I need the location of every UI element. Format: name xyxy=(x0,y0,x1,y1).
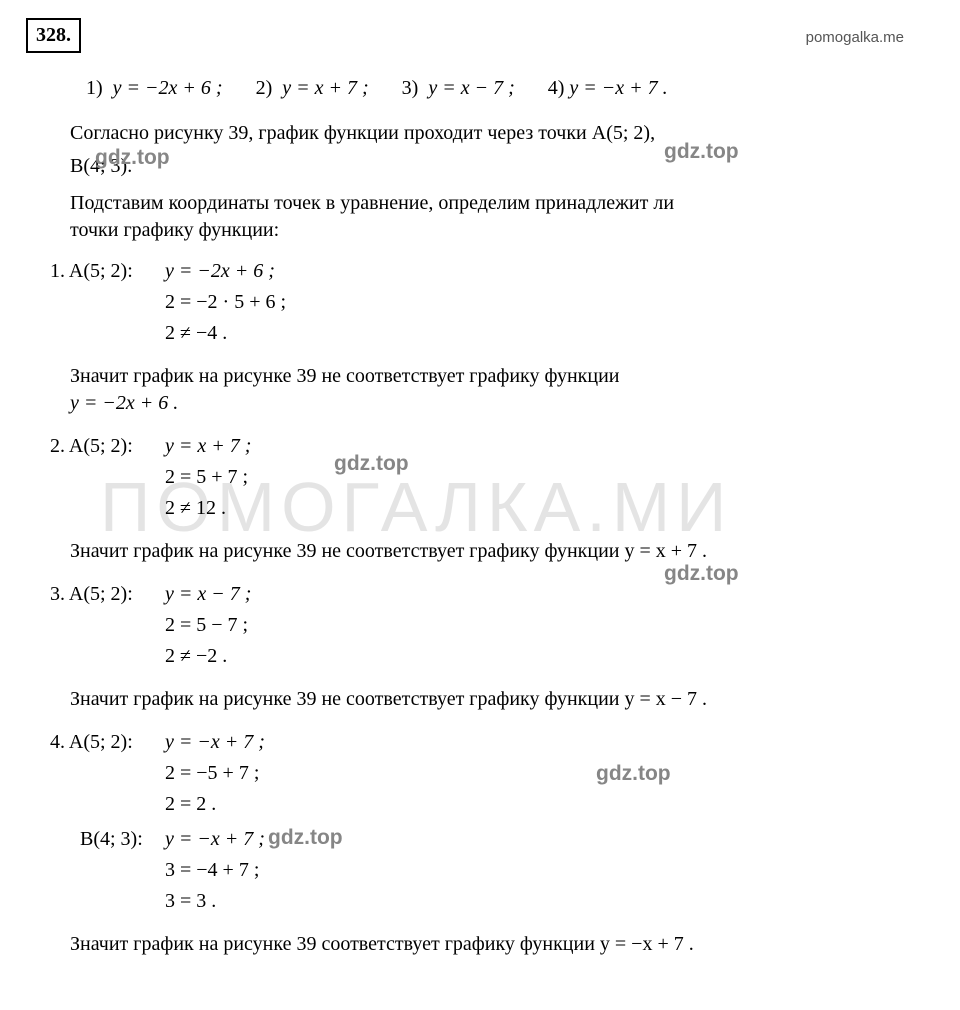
opt3-num: 3) xyxy=(402,77,419,99)
case4-eqB3: 3 = 3 . xyxy=(165,888,265,915)
case2-conclusion: Значит график на рисунке 39 не соответст… xyxy=(70,538,934,565)
case3-eq2: 2 = 5 − 7 ; xyxy=(165,612,251,639)
opt2-formula: y = x + 7 ; xyxy=(282,77,368,99)
case-1: 1. A(5; 2): y = −2x + 6 ; 2 = −2 · 5 + 6… xyxy=(50,258,934,351)
case2-eq1: y = x + 7 ; xyxy=(165,433,251,460)
case3-label: 3. A(5; 2): xyxy=(50,581,160,608)
case-4b: B(4; 3): y = −x + 7 ; 3 = −4 + 7 ; 3 = 3… xyxy=(50,826,934,919)
subst-line2: точки графику функции: xyxy=(70,217,934,244)
options-row: 1) y = −2x + 6 ; 2) y = x + 7 ; 3) y = x… xyxy=(86,75,934,102)
case1-eq2: 2 = −2 · 5 + 6 ; xyxy=(165,289,286,316)
intro-block: Согласно рисунку 39, график функции прох… xyxy=(70,120,934,180)
case1-conclusion: Значит график на рисунке 39 не соответст… xyxy=(70,363,934,417)
case4-concl-text: Значит график на рисунке 39 соответствуе… xyxy=(70,933,694,955)
case4-eqA1: y = −x + 7 ; xyxy=(165,729,265,756)
case4-labelB: B(4; 3): xyxy=(50,826,160,853)
case-3: 3. A(5; 2): y = x − 7 ; 2 = 5 − 7 ; 2 ≠ … xyxy=(50,581,934,674)
case2-concl-text: Значит график на рисунке 39 не соответст… xyxy=(70,540,707,562)
case2-eq3: 2 ≠ 12 . xyxy=(165,495,251,522)
problem-number: 328. xyxy=(26,18,81,53)
case4-eqA2: 2 = −5 + 7 ; xyxy=(165,760,265,787)
case4-labelA: 4. A(5; 2): xyxy=(50,729,160,756)
opt1-num: 1) xyxy=(86,77,103,99)
case3-concl-text: Значит график на рисунке 39 не соответст… xyxy=(70,688,707,710)
case4-conclusion: Значит график на рисунке 39 соответствуе… xyxy=(70,931,934,958)
opt4-num: 4) xyxy=(548,77,565,99)
opt1-formula: y = −2x + 6 ; xyxy=(113,77,223,99)
header-link: pomogalka.me xyxy=(806,28,904,48)
document-content: pomogalka.me 328. 1) y = −2x + 6 ; 2) y … xyxy=(26,18,934,958)
intro-line2: B(4; 3). xyxy=(70,153,934,180)
opt3-formula: y = x − 7 ; xyxy=(428,77,514,99)
case3-conclusion: Значит график на рисунке 39 не соответст… xyxy=(70,686,934,713)
case2-eq2: 2 = 5 + 7 ; xyxy=(165,464,251,491)
case3-eq3: 2 ≠ −2 . xyxy=(165,643,251,670)
case1-label: 1. A(5; 2): xyxy=(50,258,160,285)
opt4-formula: y = −x + 7 . xyxy=(569,77,667,99)
case2-label: 2. A(5; 2): xyxy=(50,433,160,460)
case-2: 2. A(5; 2): y = x + 7 ; 2 = 5 + 7 ; 2 ≠ … xyxy=(50,433,934,526)
case4-eqB2: 3 = −4 + 7 ; xyxy=(165,857,265,884)
subst-block: Подставим координаты точек в уравнение, … xyxy=(70,190,934,244)
case4-eqA3: 2 = 2 . xyxy=(165,791,265,818)
intro-line1: Согласно рисунку 39, график функции прох… xyxy=(70,120,934,147)
case3-eq1: y = x − 7 ; xyxy=(165,581,251,608)
case1-concl-formula: y = −2x + 6 . xyxy=(70,392,178,414)
opt2-num: 2) xyxy=(256,77,273,99)
case1-eq3: 2 ≠ −4 . xyxy=(165,320,286,347)
subst-line1: Подставим координаты точек в уравнение, … xyxy=(70,190,934,217)
case4-eqB1: y = −x + 7 ; xyxy=(165,826,265,853)
case1-concl-text: Значит график на рисунке 39 не соответст… xyxy=(70,365,619,387)
case-4: 4. A(5; 2): y = −x + 7 ; 2 = −5 + 7 ; 2 … xyxy=(50,729,934,822)
case1-eq1: y = −2x + 6 ; xyxy=(165,258,286,285)
